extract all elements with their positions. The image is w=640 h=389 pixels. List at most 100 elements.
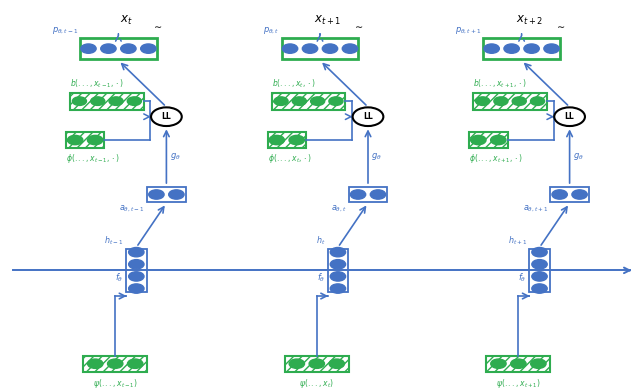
Text: $a_{\theta,t+1}$: $a_{\theta,t+1}$ [522, 204, 548, 214]
Text: $\psi(...,x_{t-1})$: $\psi(...,x_{t-1})$ [93, 377, 138, 389]
Text: $f_\theta$: $f_\theta$ [518, 272, 527, 284]
Circle shape [554, 107, 585, 126]
Circle shape [67, 135, 83, 145]
Text: $\sim$: $\sim$ [555, 20, 566, 30]
Circle shape [91, 97, 105, 105]
Text: $p_{\theta,t}$: $p_{\theta,t}$ [263, 25, 280, 36]
Circle shape [127, 97, 141, 105]
Text: $x_t$: $x_t$ [120, 14, 132, 27]
FancyBboxPatch shape [349, 187, 387, 202]
FancyBboxPatch shape [282, 38, 358, 60]
Circle shape [274, 97, 288, 105]
Circle shape [342, 44, 358, 53]
Circle shape [289, 135, 305, 145]
Text: $f_\theta$: $f_\theta$ [317, 272, 325, 284]
Circle shape [151, 107, 182, 126]
Text: $h_t$: $h_t$ [316, 235, 325, 247]
FancyBboxPatch shape [83, 356, 147, 372]
Circle shape [141, 44, 156, 53]
Circle shape [552, 190, 567, 199]
Text: $x_{t+2}$: $x_{t+2}$ [516, 14, 543, 27]
Text: $p_{\theta,t-1}$: $p_{\theta,t-1}$ [52, 25, 78, 36]
FancyBboxPatch shape [529, 249, 550, 292]
Circle shape [129, 272, 144, 281]
Circle shape [129, 259, 144, 269]
Text: LL: LL [161, 112, 172, 121]
Circle shape [494, 97, 508, 105]
Circle shape [129, 284, 144, 293]
Text: $p_{\theta,t+1}$: $p_{\theta,t+1}$ [455, 25, 481, 36]
Circle shape [532, 284, 547, 293]
Text: $g_\theta$: $g_\theta$ [371, 151, 382, 162]
FancyBboxPatch shape [268, 131, 306, 148]
Circle shape [88, 359, 103, 368]
Text: LL: LL [363, 112, 373, 121]
Circle shape [532, 247, 547, 257]
Circle shape [310, 97, 324, 105]
Circle shape [511, 359, 526, 368]
Circle shape [504, 44, 519, 53]
Circle shape [532, 272, 547, 281]
Text: $\sim$: $\sim$ [353, 20, 364, 30]
FancyBboxPatch shape [483, 38, 560, 60]
Text: $\phi(...,x_t,\cdot)$: $\phi(...,x_t,\cdot)$ [268, 152, 312, 165]
Circle shape [330, 284, 346, 293]
Circle shape [329, 359, 344, 368]
Circle shape [532, 259, 547, 269]
Circle shape [491, 359, 506, 368]
FancyBboxPatch shape [80, 38, 157, 60]
Text: $x_{t+1}$: $x_{t+1}$ [314, 14, 341, 27]
Text: $b(...,x_{t-1},\cdot)$: $b(...,x_{t-1},\cdot)$ [70, 77, 124, 90]
Text: $\psi(...,x_t)$: $\psi(...,x_t)$ [300, 377, 334, 389]
Text: $g_\theta$: $g_\theta$ [170, 151, 180, 162]
Circle shape [524, 44, 540, 53]
Circle shape [127, 359, 143, 368]
Circle shape [330, 259, 346, 269]
Text: $b(...,x_t,\cdot)$: $b(...,x_t,\cdot)$ [272, 77, 316, 90]
FancyBboxPatch shape [66, 131, 104, 148]
FancyBboxPatch shape [469, 131, 508, 148]
FancyBboxPatch shape [147, 187, 186, 202]
FancyBboxPatch shape [126, 249, 147, 292]
Circle shape [169, 190, 184, 199]
Circle shape [350, 190, 365, 199]
Circle shape [470, 135, 486, 145]
Circle shape [476, 97, 490, 105]
Text: $h_{t-1}$: $h_{t-1}$ [104, 235, 124, 247]
Circle shape [302, 44, 317, 53]
Text: $\psi(...,x_{t+1})$: $\psi(...,x_{t+1})$ [496, 377, 541, 389]
Circle shape [282, 44, 298, 53]
Circle shape [121, 44, 136, 53]
Circle shape [108, 359, 123, 368]
Text: $a_{\theta,t-1}$: $a_{\theta,t-1}$ [119, 204, 145, 214]
Text: $\sim$: $\sim$ [152, 20, 163, 30]
Circle shape [512, 97, 526, 105]
FancyBboxPatch shape [70, 93, 144, 110]
Text: $g_\theta$: $g_\theta$ [573, 151, 584, 162]
Circle shape [329, 97, 343, 105]
Text: $h_{t+1}$: $h_{t+1}$ [508, 235, 527, 247]
Text: LL: LL [564, 112, 575, 121]
Circle shape [72, 97, 86, 105]
Circle shape [309, 359, 324, 368]
Circle shape [323, 44, 338, 53]
FancyBboxPatch shape [474, 93, 547, 110]
Circle shape [292, 97, 307, 105]
Circle shape [289, 359, 305, 368]
FancyBboxPatch shape [486, 356, 550, 372]
Circle shape [572, 190, 588, 199]
FancyBboxPatch shape [285, 356, 349, 372]
Circle shape [330, 272, 346, 281]
Circle shape [531, 359, 546, 368]
Circle shape [100, 44, 116, 53]
Circle shape [88, 135, 103, 145]
Circle shape [531, 97, 545, 105]
Text: $\phi(...,x_{t+1},\cdot)$: $\phi(...,x_{t+1},\cdot)$ [469, 152, 524, 165]
Circle shape [484, 44, 499, 53]
FancyBboxPatch shape [272, 93, 346, 110]
Circle shape [109, 97, 123, 105]
Circle shape [544, 44, 559, 53]
Circle shape [330, 247, 346, 257]
Circle shape [129, 247, 144, 257]
Circle shape [371, 190, 386, 199]
